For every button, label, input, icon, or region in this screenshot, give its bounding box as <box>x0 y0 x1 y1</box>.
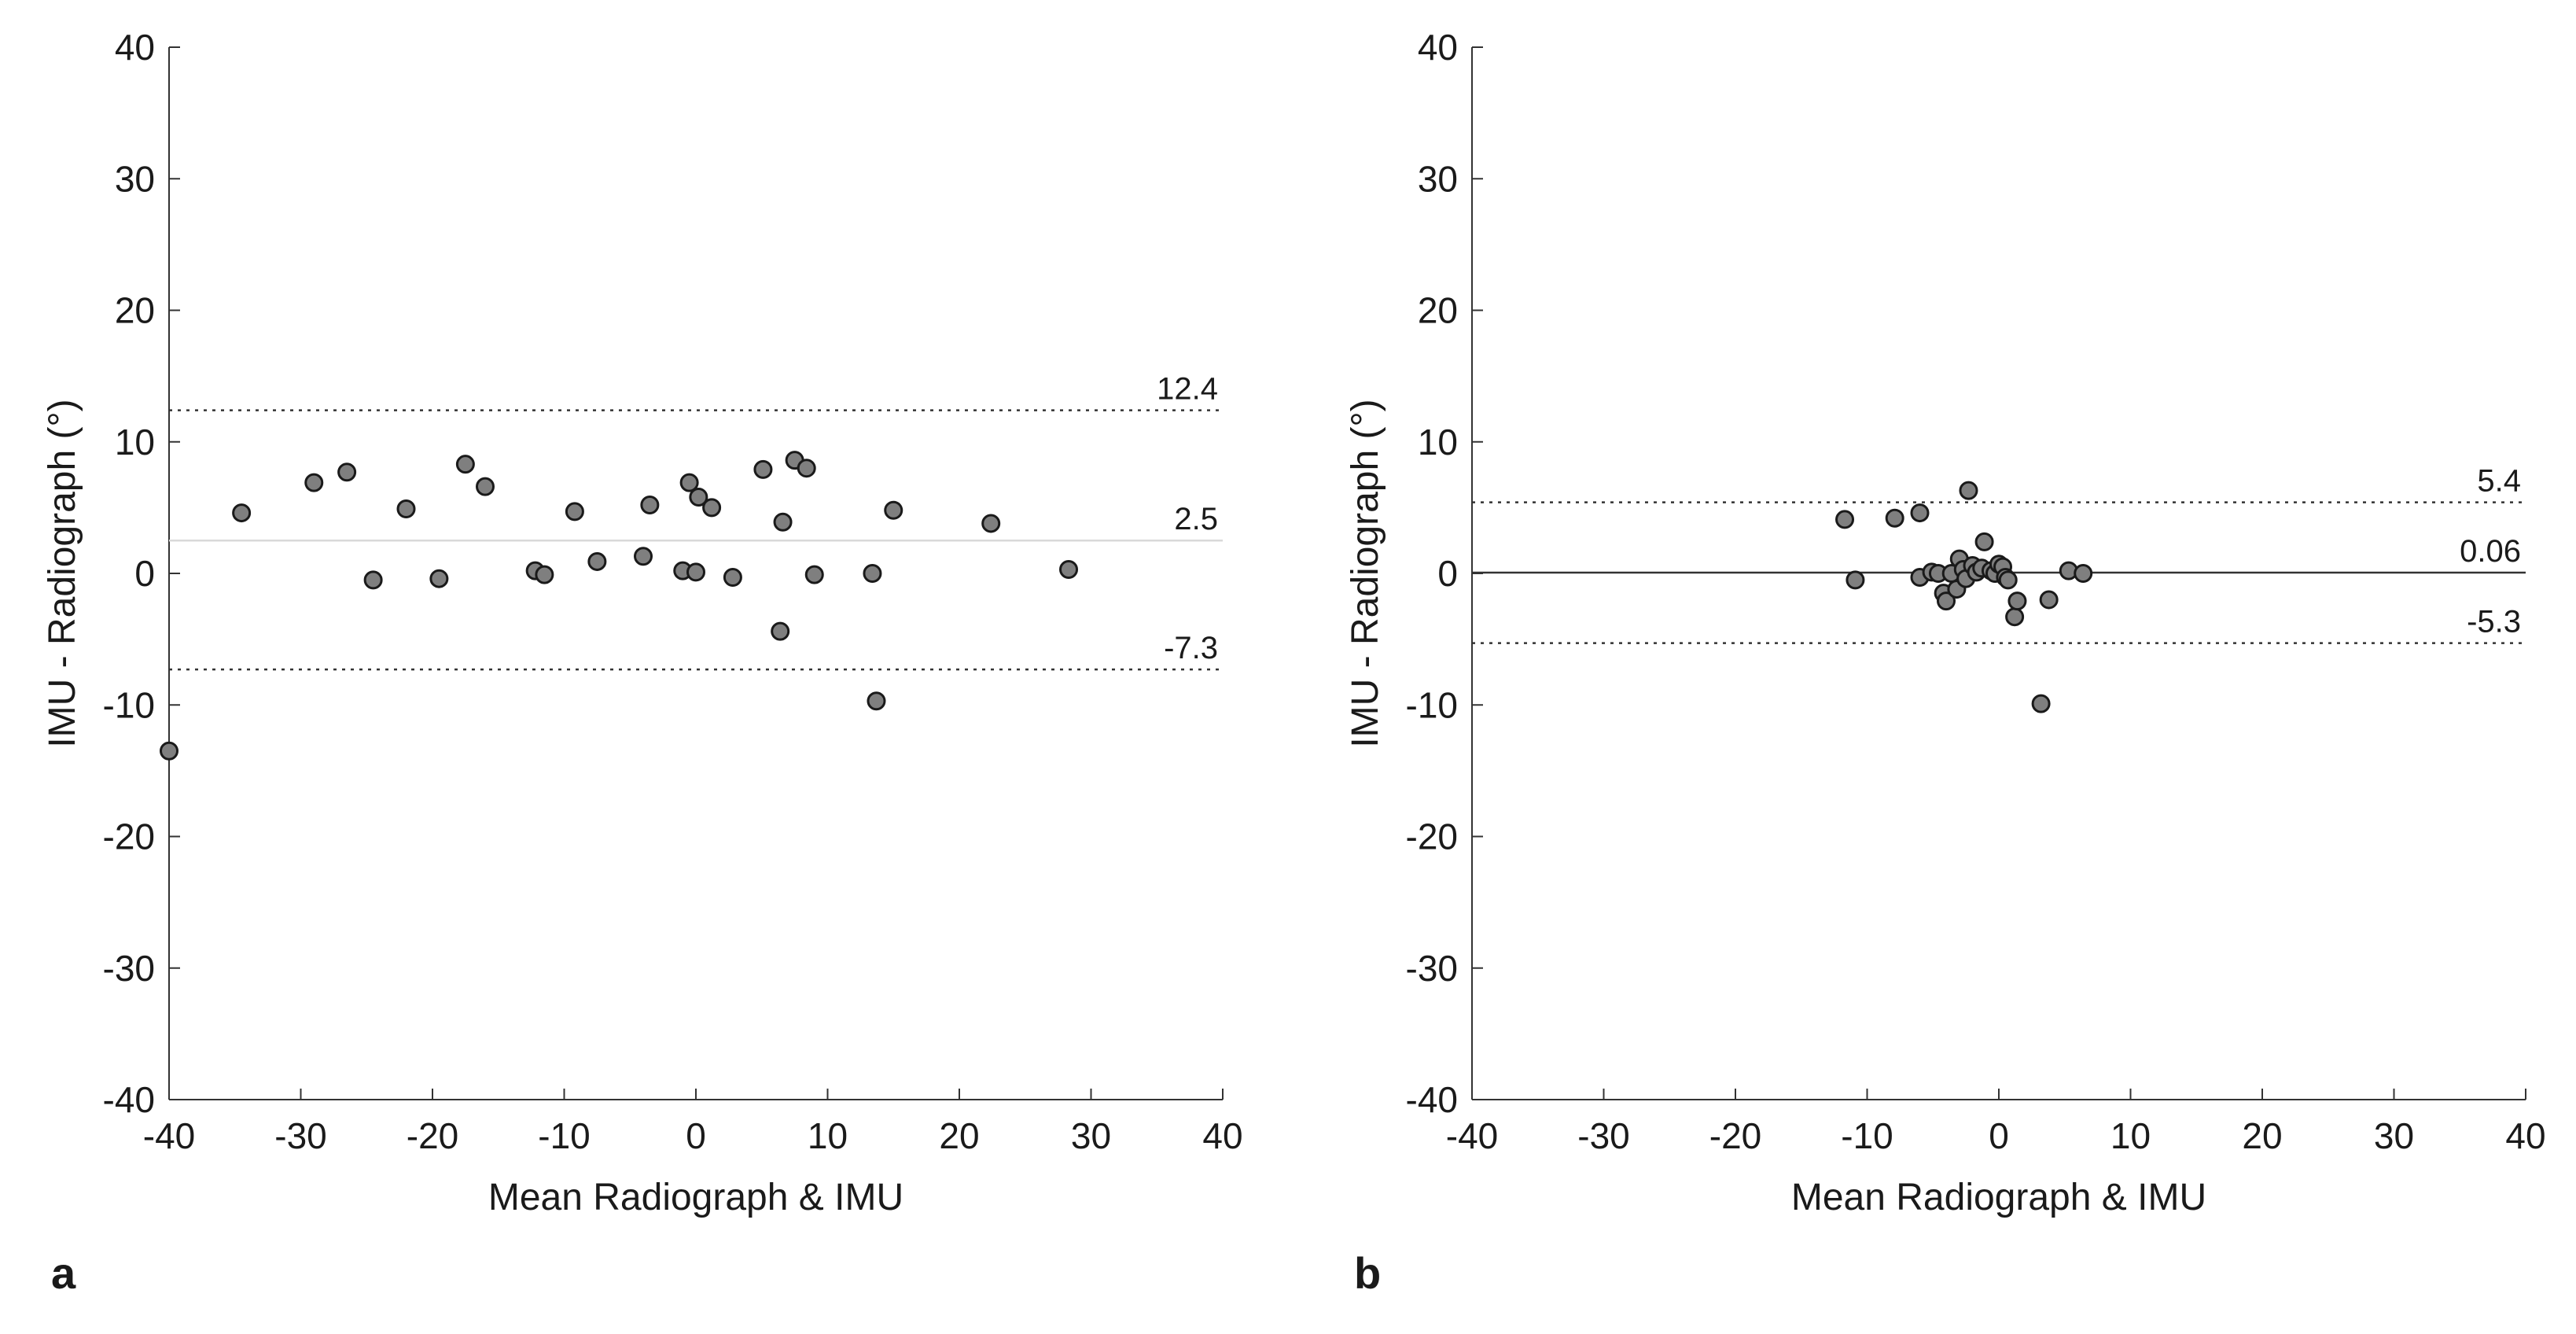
panel-a-data-point <box>476 477 495 496</box>
panel-b-x-tick-label: 0 <box>1989 1115 2009 1156</box>
panel-a-data-point <box>337 462 357 482</box>
panel-b-x-tick-label: -20 <box>1709 1115 1761 1156</box>
panel-a-data-point <box>679 473 699 492</box>
panel-a-data-point <box>429 569 449 588</box>
panel-a-data-point <box>771 621 790 641</box>
panel-a-x-tick-label: -10 <box>538 1115 590 1156</box>
panel-a-data-point <box>863 564 882 583</box>
panel-a-upper-limit-label: 12.4 <box>1157 372 1218 407</box>
panel-b-data-point <box>2074 564 2093 583</box>
panel-a-x-tick-label: -40 <box>143 1115 195 1156</box>
panel-a-data-point <box>535 565 554 584</box>
panel-b-data-point <box>1835 510 1855 529</box>
panel-b-y-tick-label: 30 <box>1418 158 1458 199</box>
panel-b-x-tick-label: -40 <box>1446 1115 1498 1156</box>
panel-b-data-point <box>1937 591 1956 611</box>
panel-a-y-tick-label: 40 <box>115 27 155 68</box>
panel-b-x-tick-label: -30 <box>1577 1115 1629 1156</box>
panel-a-data-point <box>804 565 824 584</box>
panel-a-data-point <box>363 570 383 590</box>
panel-a-x-tick-label: 0 <box>686 1115 706 1156</box>
panel-b-y-tick-label: -20 <box>1406 816 1458 857</box>
panel-a-data-point <box>753 459 773 479</box>
panel-a-y-tick-label: -20 <box>103 816 155 857</box>
panel-b-data-point <box>1846 570 1865 590</box>
panel-b-y-axis-title: IMU - Radiograph (°) <box>1345 399 1386 747</box>
panel-a-y-tick-label: -10 <box>103 684 155 725</box>
panel-a-data-point <box>689 487 708 507</box>
panel-b-x-tick-label: 10 <box>2110 1115 2151 1156</box>
panel-a-letter: a <box>51 1248 76 1298</box>
panel-b-data-point <box>1910 503 1930 523</box>
panel-b-lower-limit-label: -5.3 <box>2467 605 2521 639</box>
panel-b-x-tick-label: 40 <box>2505 1115 2545 1156</box>
panel-b-letter: b <box>1354 1248 1381 1298</box>
panel-b-data-point <box>2031 694 2051 713</box>
panel-a-data-point <box>981 514 1001 533</box>
panel-a-mean-bias-label: 2.5 <box>1174 502 1218 536</box>
panel-a-data-point <box>686 562 705 582</box>
panel-a-data-point <box>884 500 903 520</box>
panel-b-y-tick-label: -40 <box>1406 1079 1458 1120</box>
panel-a-lower-limit-label: -7.3 <box>1164 631 1218 665</box>
panel-a-data-point <box>723 568 742 588</box>
panel-b-upper-limit-label: 5.4 <box>2477 464 2521 499</box>
panel-a-x-tick-label: -20 <box>407 1115 458 1156</box>
panel-b-x-axis-title: Mean Radiograph & IMU <box>1791 1177 2206 1218</box>
panel-a-x-axis-title: Mean Radiograph & IMU <box>488 1177 903 1218</box>
panel-a-x-tick-label: 30 <box>1071 1115 1111 1156</box>
panel-a-data-point <box>455 455 475 474</box>
panel-b-mean-bias-label: 0.06 <box>2460 534 2521 569</box>
panel-b-x-tick-label: 30 <box>2374 1115 2414 1156</box>
panel-a-y-tick-label: 20 <box>115 290 155 331</box>
panel-b-data-point <box>1959 481 1978 500</box>
panel-a-data-point <box>797 459 816 478</box>
panel-a-data-point <box>160 741 178 761</box>
panel-a-data-point <box>587 551 607 571</box>
panel-b-data-point <box>1998 570 2018 590</box>
panel-b-data-point <box>2007 591 2027 611</box>
panel-a-data-point <box>232 503 252 523</box>
panel-b-y-tick-label: 20 <box>1418 290 1458 331</box>
panel-b-y-tick-label: -10 <box>1406 684 1458 725</box>
panel-b-y-tick-label: 0 <box>1437 553 1458 594</box>
panel-a-x-tick-label: 40 <box>1202 1115 1242 1156</box>
panel-a-x-tick-label: 20 <box>939 1115 979 1156</box>
panel-a-data-point <box>634 547 653 566</box>
panel-a-y-tick-label: 0 <box>134 553 155 594</box>
panel-b-data-point <box>2039 590 2059 610</box>
panel-a-data-point <box>867 691 886 711</box>
panel-a-data-point <box>773 512 793 532</box>
panel-a-data-point <box>565 502 584 521</box>
panel-b-data-point <box>2005 607 2025 627</box>
panel-a-data-point <box>304 473 324 492</box>
panel-a-y-tick-label: 10 <box>115 422 155 462</box>
panel-a-y-tick-label: -40 <box>103 1079 155 1120</box>
panel-b-y-tick-label: -30 <box>1406 948 1458 989</box>
panel-a-data-point <box>702 498 722 518</box>
panel-a-y-tick-label: 30 <box>115 158 155 199</box>
panel-a-x-tick-label: -30 <box>274 1115 326 1156</box>
panel-b-x-tick-label: -10 <box>1841 1115 1893 1156</box>
panel-a-data-point <box>396 499 416 519</box>
panel-a-data-point <box>1059 559 1079 579</box>
panel-b-data-point <box>1885 508 1904 528</box>
panel-b-y-tick-label: 10 <box>1418 422 1458 462</box>
panel-b-data-point <box>1974 532 1994 551</box>
panel-a-data-point <box>640 496 660 515</box>
panel-a-y-axis-title: IMU - Radiograph (°) <box>42 399 83 747</box>
panel-a-y-tick-label: -30 <box>103 948 155 989</box>
panel-a-x-tick-label: 10 <box>808 1115 848 1156</box>
panel-b-x-tick-label: 20 <box>2242 1115 2282 1156</box>
panel-b-y-tick-label: 40 <box>1418 27 1458 68</box>
